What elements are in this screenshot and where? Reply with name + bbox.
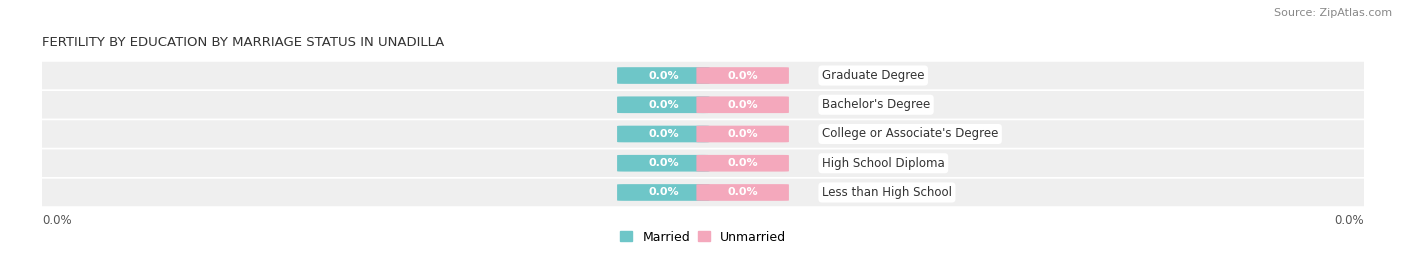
- Legend: Married, Unmarried: Married, Unmarried: [620, 230, 786, 244]
- Text: 0.0%: 0.0%: [648, 188, 679, 198]
- FancyBboxPatch shape: [30, 120, 1376, 148]
- FancyBboxPatch shape: [696, 155, 789, 172]
- FancyBboxPatch shape: [30, 91, 1376, 118]
- Text: 0.0%: 0.0%: [648, 129, 679, 139]
- FancyBboxPatch shape: [696, 67, 789, 84]
- Text: Graduate Degree: Graduate Degree: [823, 69, 925, 82]
- Text: FERTILITY BY EDUCATION BY MARRIAGE STATUS IN UNADILLA: FERTILITY BY EDUCATION BY MARRIAGE STATU…: [42, 36, 444, 49]
- Text: Bachelor's Degree: Bachelor's Degree: [823, 98, 931, 111]
- Text: 0.0%: 0.0%: [1334, 214, 1364, 226]
- FancyBboxPatch shape: [696, 126, 789, 142]
- FancyBboxPatch shape: [696, 184, 789, 201]
- Text: 0.0%: 0.0%: [648, 70, 679, 80]
- Text: College or Associate's Degree: College or Associate's Degree: [823, 128, 998, 140]
- Text: 0.0%: 0.0%: [727, 100, 758, 110]
- Text: 0.0%: 0.0%: [727, 188, 758, 198]
- FancyBboxPatch shape: [617, 96, 710, 113]
- FancyBboxPatch shape: [617, 155, 710, 172]
- Text: 0.0%: 0.0%: [727, 70, 758, 80]
- Text: Source: ZipAtlas.com: Source: ZipAtlas.com: [1274, 8, 1392, 18]
- FancyBboxPatch shape: [696, 96, 789, 113]
- FancyBboxPatch shape: [30, 62, 1376, 89]
- FancyBboxPatch shape: [30, 150, 1376, 177]
- Text: High School Diploma: High School Diploma: [823, 157, 945, 170]
- Text: Less than High School: Less than High School: [823, 186, 952, 199]
- FancyBboxPatch shape: [30, 179, 1376, 206]
- FancyBboxPatch shape: [617, 67, 710, 84]
- Text: 0.0%: 0.0%: [727, 158, 758, 168]
- Text: 0.0%: 0.0%: [648, 158, 679, 168]
- Text: 0.0%: 0.0%: [727, 129, 758, 139]
- FancyBboxPatch shape: [617, 184, 710, 201]
- FancyBboxPatch shape: [617, 126, 710, 142]
- Text: 0.0%: 0.0%: [42, 214, 72, 226]
- Text: 0.0%: 0.0%: [648, 100, 679, 110]
